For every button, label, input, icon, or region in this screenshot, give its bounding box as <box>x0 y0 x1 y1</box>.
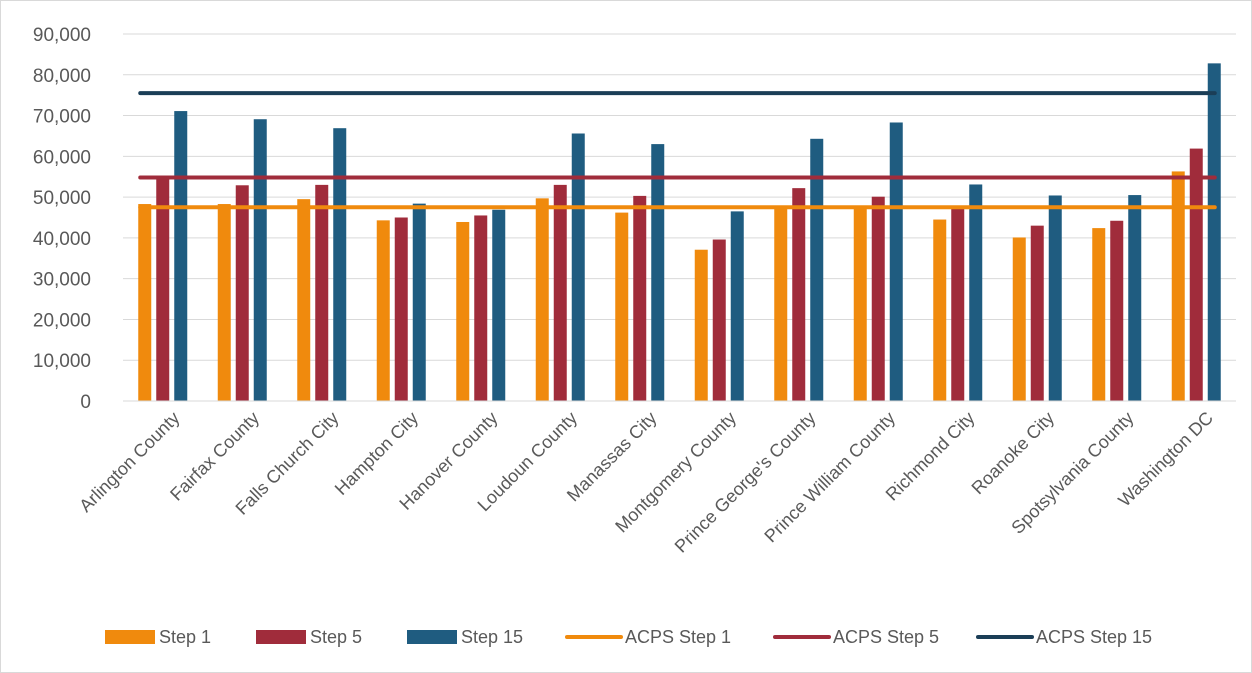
y-tick-label: 60,000 <box>33 147 91 168</box>
legend-label-acps-step-1: ACPS Step 1 <box>625 627 731 647</box>
y-axis-ticks: 0 10,000 20,000 30,000 40,000 50,000 60,000 70,… <box>33 25 91 413</box>
x-category-label: Arlington County <box>75 408 183 516</box>
reference-lines <box>138 91 1217 210</box>
y-tick-label: 70,000 <box>33 107 91 128</box>
bar-step-15 <box>810 138 824 401</box>
bar-step-1 <box>694 249 708 401</box>
legend-label-step-15: Step 15 <box>461 627 523 647</box>
y-tick-label: 40,000 <box>33 229 91 250</box>
legend-label-acps-step-5: ACPS Step 5 <box>833 627 939 647</box>
gridlines <box>123 33 1236 361</box>
bar-step-1 <box>1092 228 1106 401</box>
y-tick-label: 0 <box>80 392 91 413</box>
bar-step-5 <box>633 195 647 401</box>
bar-step-5 <box>1189 148 1203 401</box>
legend-label-acps-step-15: ACPS Step 15 <box>1036 627 1152 647</box>
bar-step-15 <box>571 133 585 401</box>
bar-step-5 <box>553 184 567 401</box>
y-tick-label: 80,000 <box>33 66 91 87</box>
bar-step-1 <box>138 204 152 401</box>
bars <box>138 63 1221 402</box>
y-tick-label: 50,000 <box>33 188 91 209</box>
legend: Step 1 Step 5 Step 15 ACPS Step 1 ACPS Step … <box>105 627 1152 647</box>
bar-step-15 <box>174 111 188 401</box>
bar-step-15 <box>1048 195 1062 401</box>
y-tick-label: 20,000 <box>33 310 91 331</box>
bar-step-5 <box>712 239 726 401</box>
bar-step-15 <box>889 122 903 401</box>
bar-step-5 <box>1030 225 1044 401</box>
bar-step-5 <box>1110 220 1124 401</box>
bar-step-1 <box>217 204 231 401</box>
bar-step-5 <box>871 196 885 401</box>
bar-step-1 <box>774 206 788 401</box>
y-tick-label: 10,000 <box>33 351 91 372</box>
bar-step-15 <box>651 144 665 401</box>
bar-step-5 <box>315 184 329 401</box>
bar-step-5 <box>394 217 408 401</box>
bar-step-15 <box>1128 195 1142 401</box>
bar-step-1 <box>933 219 947 401</box>
bar-step-1 <box>535 198 549 401</box>
bar-step-1 <box>1171 171 1185 401</box>
bar-step-15 <box>1207 63 1221 402</box>
bar-step-5 <box>156 176 170 401</box>
bar-step-15 <box>253 119 267 401</box>
legend-label-step-5: Step 5 <box>310 627 362 647</box>
bar-step-5 <box>951 207 965 401</box>
legend-swatch-step-1 <box>105 630 155 644</box>
legend-label-step-1: Step 1 <box>159 627 211 647</box>
y-tick-label: 30,000 <box>33 270 91 291</box>
bar-step-1 <box>1012 237 1026 401</box>
legend-swatch-step-15 <box>407 630 457 644</box>
bar-step-1 <box>615 212 629 401</box>
x-category-label: Hampton City <box>331 408 422 499</box>
x-category-label: Prince George's County <box>671 408 820 557</box>
bar-step-1 <box>853 206 867 401</box>
bar-step-5 <box>792 188 806 401</box>
legend-swatch-step-5 <box>256 630 306 644</box>
y-tick-label: 90,000 <box>33 25 91 46</box>
bar-step-15 <box>333 128 347 401</box>
x-category-label: Roanoke City <box>968 408 1059 499</box>
bar-step-5 <box>235 185 249 401</box>
bar-step-1 <box>376 220 390 401</box>
bar-step-5 <box>474 215 488 401</box>
bar-step-15 <box>412 203 426 401</box>
bar-step-1 <box>456 221 470 401</box>
bar-step-15 <box>969 184 983 401</box>
bar-step-1 <box>297 199 311 401</box>
bar-step-15 <box>730 211 744 401</box>
bar-step-15 <box>492 209 506 401</box>
x-category-label: Prince William County <box>760 408 899 547</box>
